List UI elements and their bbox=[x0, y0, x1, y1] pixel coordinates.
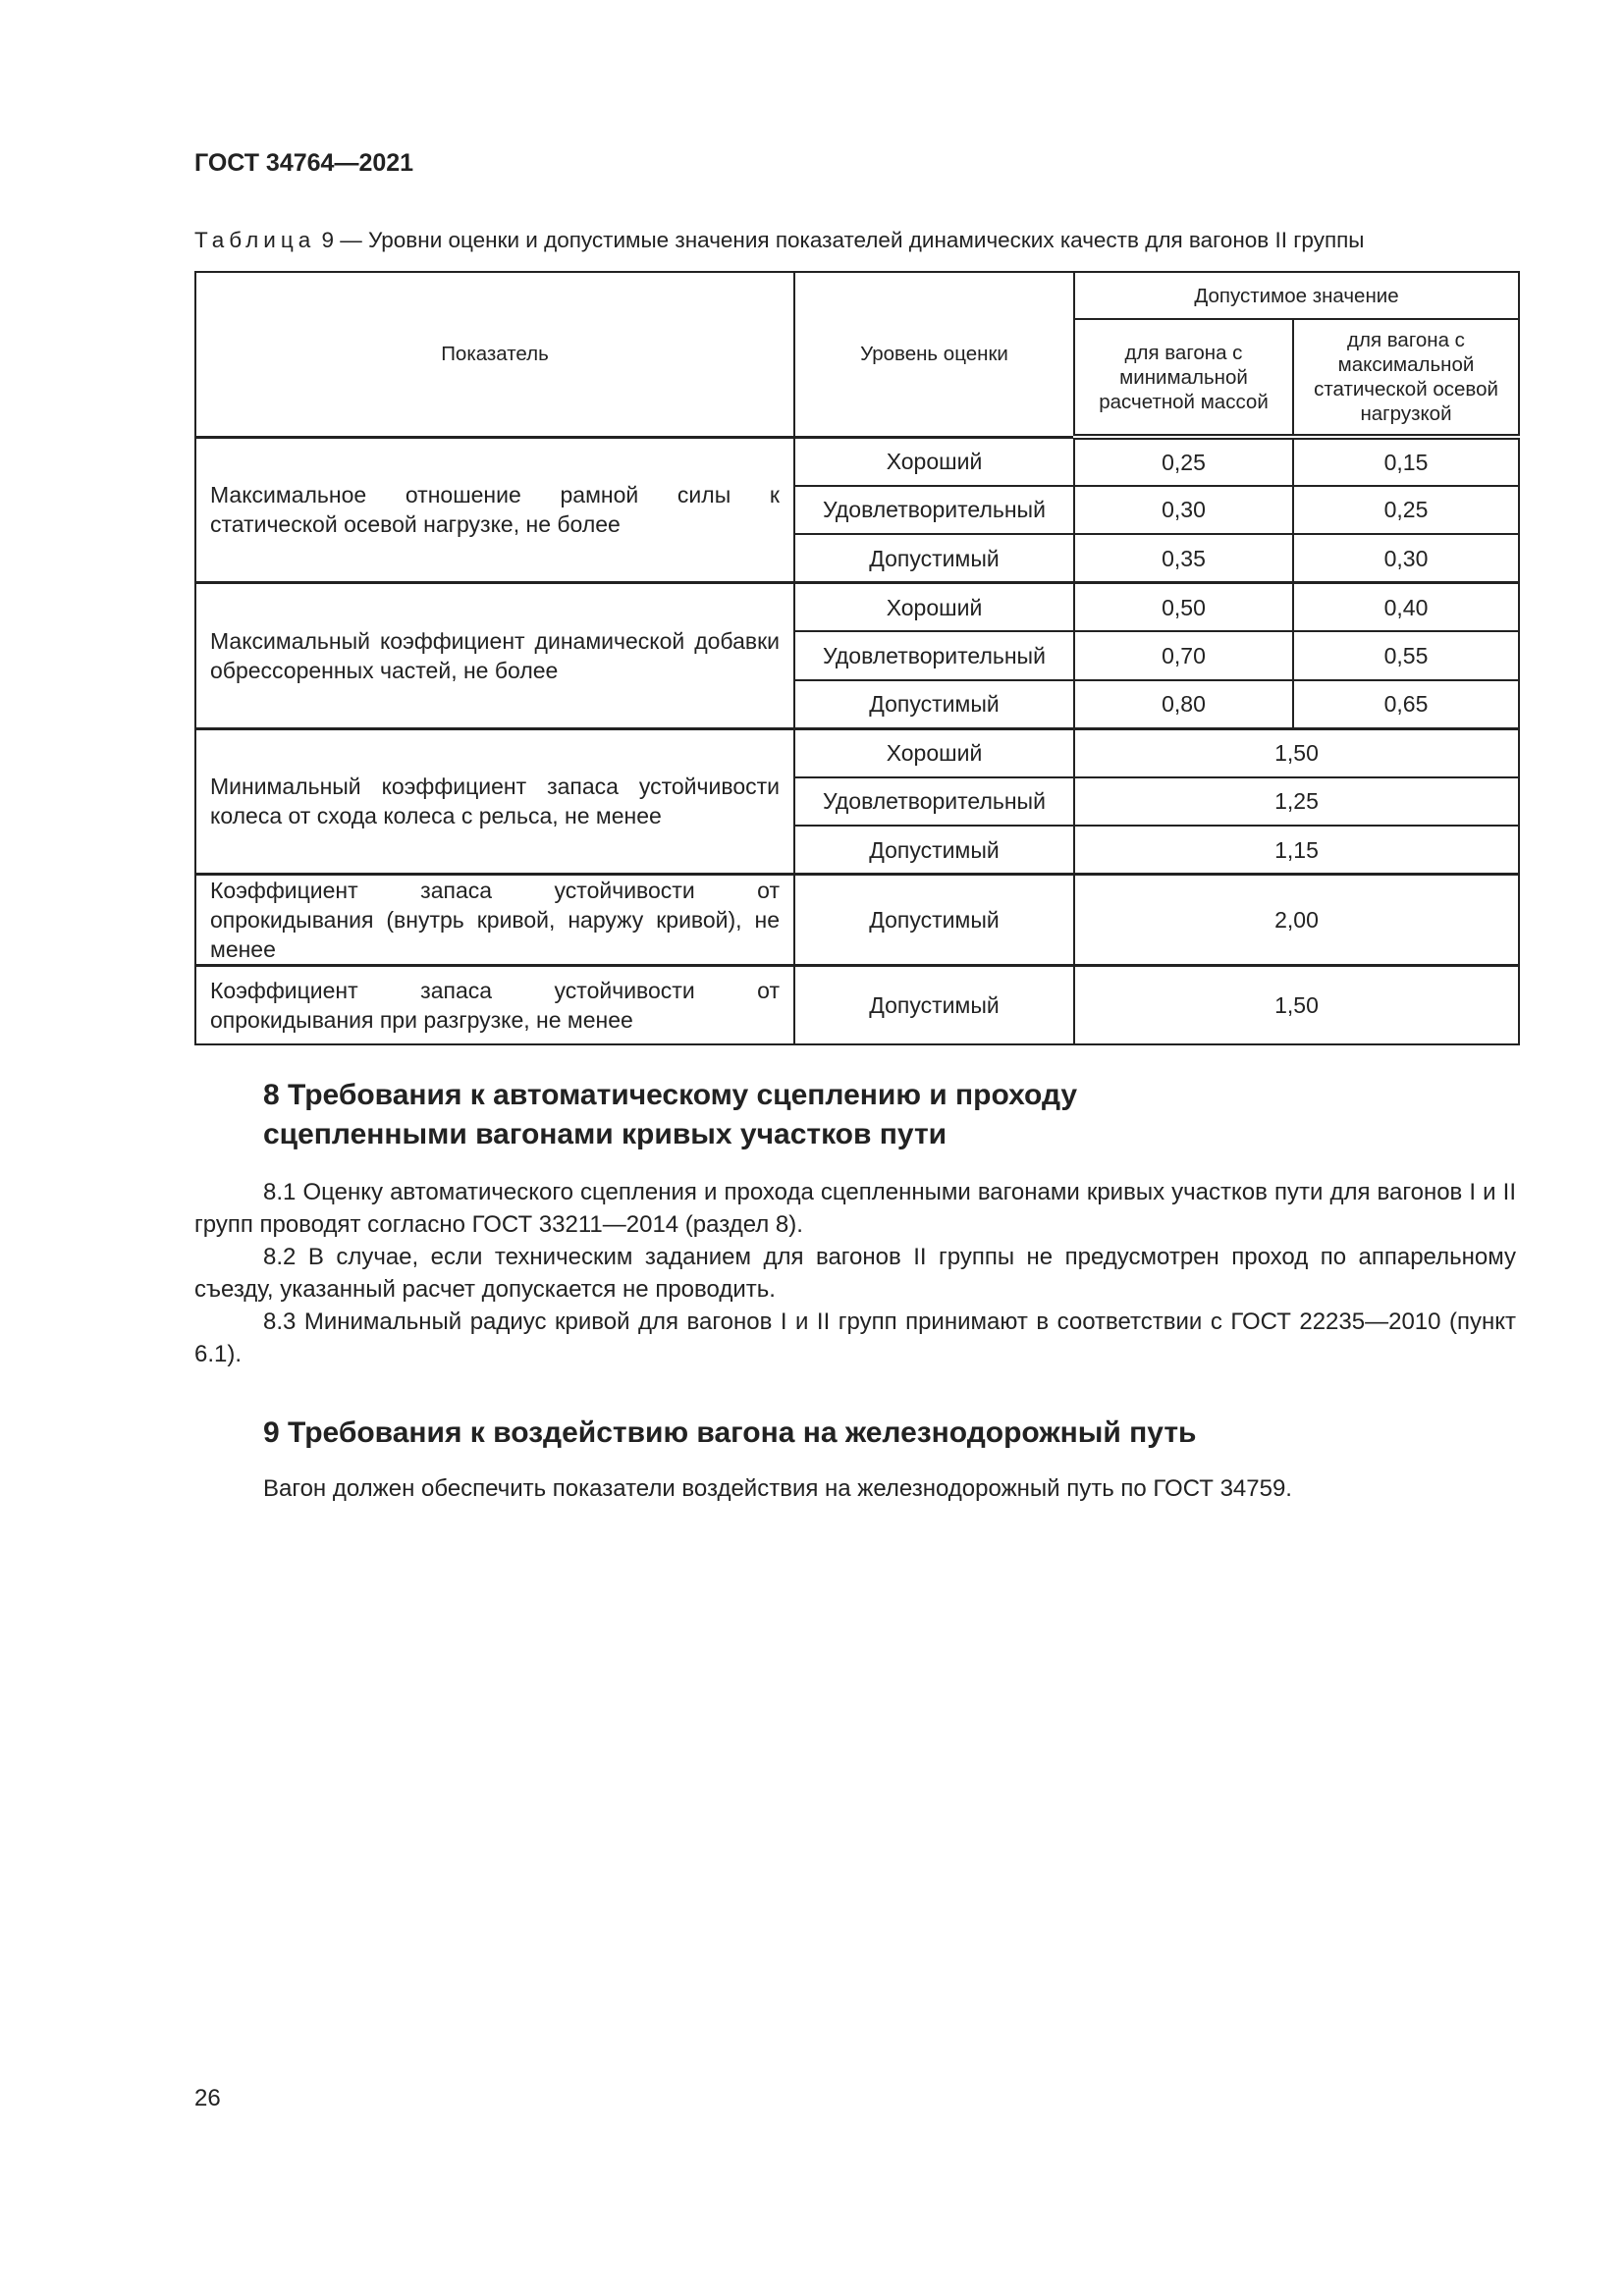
section-8-heading-line1: 8 Требования к автоматическому сцеплению… bbox=[263, 1079, 1078, 1111]
table-caption-text: 9 — Уровни оценки и допустимые значения … bbox=[315, 228, 1365, 252]
indicator-cell: Максимальный коэффициент динамической до… bbox=[194, 581, 795, 729]
table-row: Удовлетворительный 0,70 0,55 bbox=[195, 630, 1520, 681]
table-row: Минимальный коэффициент запаса устойчиво… bbox=[194, 726, 1520, 876]
table-caption-label: Таблица bbox=[194, 228, 316, 252]
table-row: Коэффициент запаса устойчивости от опрок… bbox=[194, 964, 1520, 1045]
level-cell: Допустимый bbox=[793, 678, 1075, 729]
table-row: Допустимый 0,35 0,30 bbox=[195, 533, 1520, 584]
header-allowed-value: Допустимое значение bbox=[1073, 271, 1520, 320]
level-cell: Хороший bbox=[793, 581, 1075, 632]
paragraph-8-3: 8.3 Минимальный радиус кривой для вагоно… bbox=[194, 1308, 1516, 1367]
level-cell: Удовлетворительный bbox=[793, 630, 1075, 681]
section-8-heading: 8 Требования к автоматическому сцеплению… bbox=[263, 1076, 1077, 1154]
table-row: Удовлетворительный 0,30 0,25 bbox=[195, 484, 1520, 535]
value-cell: 1,25 bbox=[1073, 775, 1520, 827]
value-max-load-cell: 0,25 bbox=[1292, 484, 1520, 535]
indicator-cell: Коэффициент запаса устойчивости от опрок… bbox=[194, 964, 795, 1045]
page-number: 26 bbox=[194, 2085, 221, 2111]
table-row: Допустимый 1,15 bbox=[195, 825, 1520, 876]
value-min-mass-cell: 0,70 bbox=[1073, 630, 1294, 681]
table-row: Максимальное отношение рамной силы к ста… bbox=[194, 435, 1520, 584]
value-max-load-cell: 0,40 bbox=[1292, 581, 1520, 632]
section-8-heading-line2: сцепленными вагонами кривых участков пут… bbox=[263, 1118, 947, 1150]
level-cell: Удовлетворительный bbox=[793, 775, 1075, 827]
paragraph-8-2: 8.2 В случае, если техническим заданием … bbox=[194, 1244, 1516, 1303]
header-level: Уровень оценки bbox=[793, 271, 1075, 438]
header-max-load: для вагона с максимальной статической ос… bbox=[1292, 318, 1520, 440]
paragraph-8-1: 8.1 Оценку автоматического сцепления и п… bbox=[194, 1179, 1516, 1238]
header-indicator: Показатель bbox=[194, 271, 795, 438]
value-max-load-cell: 0,30 bbox=[1292, 533, 1520, 584]
document-code: ГОСТ 34764—2021 bbox=[194, 149, 414, 177]
section-9-body: Вагон должен обеспечить показатели возде… bbox=[194, 1472, 1516, 1505]
level-cell: Хороший bbox=[793, 435, 1075, 487]
level-cell: Допустимый bbox=[793, 533, 1075, 584]
indicator-cell: Минимальный коэффициент запаса устойчиво… bbox=[194, 726, 795, 876]
indicator-cell: Коэффициент запаса устойчивости от опрок… bbox=[194, 873, 795, 967]
table-9: Показатель Уровень оценки Допустимое зна… bbox=[194, 271, 1520, 1045]
value-max-load-cell: 0,15 bbox=[1292, 435, 1520, 487]
value-cell: 1,15 bbox=[1073, 825, 1520, 876]
indicator-cell: Максимальное отношение рамной силы к ста… bbox=[194, 435, 795, 584]
table-row: Максимальный коэффициент динамической до… bbox=[194, 581, 1520, 729]
section-8-body: 8.1 Оценку автоматического сцепления и п… bbox=[194, 1176, 1516, 1370]
value-min-mass-cell: 0,25 bbox=[1073, 435, 1294, 487]
value-cell: 2,00 bbox=[1073, 873, 1520, 967]
table-row: Коэффициент запаса устойчивости от опрок… bbox=[194, 873, 1520, 967]
table-caption: Таблица 9 — Уровни оценки и допустимые з… bbox=[194, 228, 1364, 253]
section-9-heading: 9 Требования к воздействию вагона на жел… bbox=[263, 1416, 1197, 1449]
value-cell: 1,50 bbox=[1073, 726, 1520, 778]
value-max-load-cell: 0,55 bbox=[1292, 630, 1520, 681]
value-max-load-cell: 0,65 bbox=[1292, 678, 1520, 729]
value-min-mass-cell: 0,30 bbox=[1073, 484, 1294, 535]
level-cell: Допустимый bbox=[793, 964, 1075, 1045]
level-cell: Хороший bbox=[793, 726, 1075, 778]
table-row: Допустимый 0,80 0,65 bbox=[195, 678, 1520, 729]
level-cell: Допустимый bbox=[793, 873, 1075, 967]
value-cell: 1,50 bbox=[1073, 964, 1520, 1045]
level-cell: Удовлетворительный bbox=[793, 484, 1075, 535]
value-min-mass-cell: 0,35 bbox=[1073, 533, 1294, 584]
paragraph-9: Вагон должен обеспечить показатели возде… bbox=[263, 1475, 1292, 1502]
value-min-mass-cell: 0,80 bbox=[1073, 678, 1294, 729]
level-cell: Допустимый bbox=[793, 825, 1075, 876]
header-min-mass: для вагона с минимальной расчетной массо… bbox=[1073, 318, 1294, 440]
table-row: Удовлетворительный 1,25 bbox=[195, 775, 1520, 827]
value-min-mass-cell: 0,50 bbox=[1073, 581, 1294, 632]
